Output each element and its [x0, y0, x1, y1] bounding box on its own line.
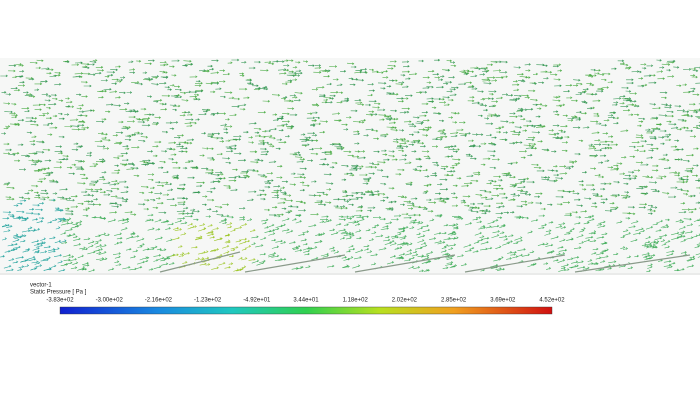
- colorbar-tick-label: 2.85e+02: [441, 298, 467, 304]
- colorbar-tick-label: -2.16e+02: [145, 298, 173, 304]
- colorbar-tick-label: 3.69e+02: [490, 298, 516, 304]
- legend-title: vector-1: [30, 283, 52, 289]
- colorbar-tick-label: -4.92e+01: [243, 298, 271, 304]
- colorbar-ticks: -3.83e+02 -3.00e+02 -2.16e+02 -1.23e+02 -4.9…: [46, 298, 565, 304]
- colorbar-tick-label: 2.02e+02: [392, 298, 418, 304]
- colorbar-tick-label: -3.83e+02: [46, 298, 74, 304]
- colorbar-tick-label: 4.52e+02: [539, 298, 565, 304]
- legend-subtitle: Static Pressure [ Pa ]: [30, 290, 87, 296]
- colorbar-tick-label: 3.44e+01: [293, 298, 319, 304]
- colorbar-tick-label: -1.23e+02: [194, 298, 222, 304]
- flow-domain: [0, 58, 700, 275]
- colorbar: [60, 307, 552, 314]
- colorbar-tick-label: -3.00e+02: [96, 298, 124, 304]
- colorbar-tick-label: 1.18e+02: [343, 298, 369, 304]
